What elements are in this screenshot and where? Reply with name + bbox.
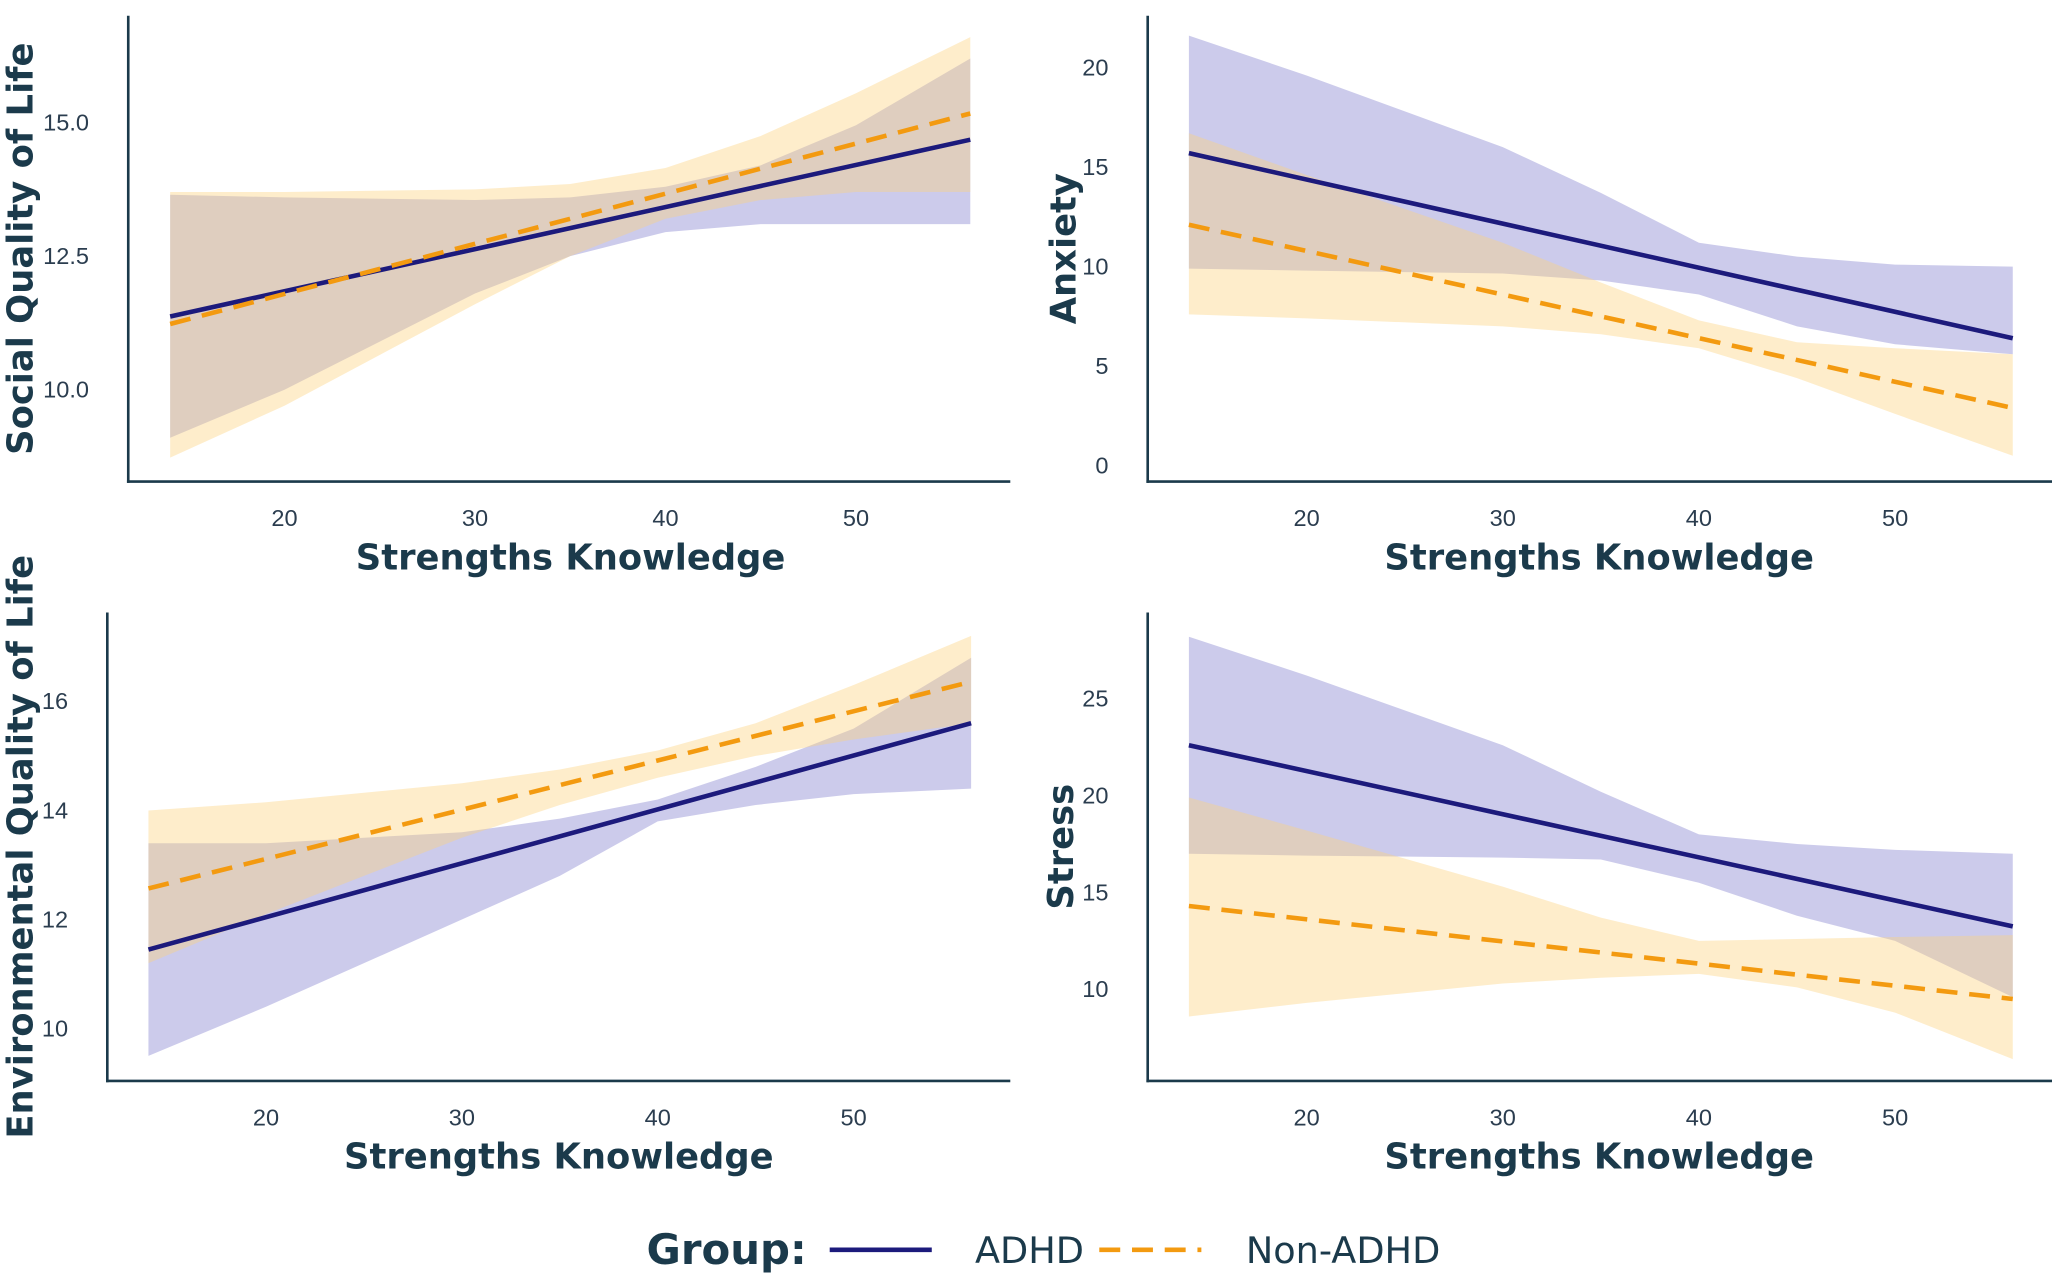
- panel-2: 20 30 40 50 0 5 10 15 20 Strengths Knowledge Anxie…: [1044, 15, 2052, 578]
- confidence-band-non-adhd: [1188, 797, 2013, 1060]
- fit-line-non-adhd: [1188, 222, 2014, 411]
- x-tick-label: 40: [645, 1104, 671, 1130]
- x-tick-label: 30: [449, 1104, 475, 1130]
- x-tick-label: 50: [1882, 505, 1908, 531]
- confidence-band-non-adhd: [170, 37, 971, 458]
- y-tick-label: 12: [42, 906, 68, 932]
- x-tick-label: 30: [1490, 1104, 1516, 1130]
- x-tick-label: 40: [1686, 505, 1712, 531]
- confidence-band-adhd: [1188, 636, 2013, 998]
- y-tick-label: 12.5: [43, 243, 89, 269]
- confidence-band-adhd: [1188, 35, 2013, 355]
- x-tick-label: 20: [1293, 505, 1319, 531]
- x-axis-label: Strengths Knowledge: [1384, 1137, 1814, 1178]
- x-tick-label: 30: [1490, 505, 1516, 531]
- x-tick-label: 40: [652, 505, 678, 531]
- y-tick-label: 20: [1082, 54, 1108, 80]
- x-axis-label: Strengths Knowledge: [344, 1137, 774, 1178]
- y-axis-label: Stress: [1041, 784, 1082, 910]
- y-tick-label: 10: [1082, 253, 1108, 279]
- y-tick-label: 10: [1082, 976, 1108, 1002]
- y-tick-label: 5: [1095, 353, 1108, 379]
- legend-label-adhd: ADHD: [975, 1229, 1084, 1272]
- y-tick-label: 15.0: [43, 109, 89, 135]
- fit-line-non-adhd: [1188, 903, 2014, 1002]
- panel-3: 20 30 40 50 10 12 14 16 Strengths Knowledge Envir…: [1, 555, 1011, 1178]
- x-tick-label: 50: [840, 1104, 866, 1130]
- x-tick-label: 30: [462, 505, 488, 531]
- confidence-band-non-adhd: [148, 635, 972, 964]
- y-tick-label: 0: [1095, 453, 1108, 479]
- x-tick-label: 50: [1882, 1104, 1908, 1130]
- confidence-band-adhd: [170, 58, 971, 438]
- confidence-band-adhd: [148, 657, 972, 1056]
- x-tick-label: 40: [1686, 1104, 1712, 1130]
- x-tick-label: 50: [843, 505, 869, 531]
- fit-line-non-adhd: [169, 111, 971, 327]
- fit-line-adhd: [147, 720, 972, 952]
- y-tick-label: 10.0: [43, 377, 89, 403]
- y-tick-label: 14: [42, 797, 68, 823]
- y-axis-label: Social Quality of Life: [1, 42, 42, 454]
- y-tick-label: 15: [1082, 879, 1108, 905]
- x-tick-label: 20: [271, 505, 297, 531]
- panel-1: 20 30 40 50 10.0 12.5 15.0 Strengths Knowledge S…: [1, 15, 1011, 578]
- y-tick-label: 15: [1082, 154, 1108, 180]
- x-tick-label: 20: [253, 1104, 279, 1130]
- y-tick-label: 16: [42, 688, 68, 714]
- y-tick-label: 25: [1082, 686, 1108, 712]
- x-axis-label: Strengths Knowledge: [1384, 537, 1814, 578]
- x-tick-label: 20: [1293, 1104, 1319, 1130]
- y-tick-label: 10: [42, 1015, 68, 1041]
- legend-label-non-adhd: Non-ADHD: [1246, 1229, 1440, 1272]
- legend: Group: ADHD Non-ADHD: [646, 1225, 1440, 1274]
- confidence-band-non-adhd: [1188, 133, 2013, 456]
- fit-line-adhd: [1188, 150, 2014, 341]
- panel-4: 20 30 40 50 10 15 20 25 Strengths Knowledge Stres…: [1041, 612, 2052, 1178]
- fit-line-non-adhd: [147, 679, 972, 891]
- y-axis-label: Anxiety: [1044, 173, 1085, 324]
- y-tick-label: 20: [1082, 782, 1108, 808]
- x-axis-label: Strengths Knowledge: [356, 537, 786, 578]
- fit-line-adhd: [1188, 742, 2014, 929]
- y-axis-label: Environmental Quality of Life: [1, 555, 42, 1139]
- legend-title: Group:: [646, 1225, 806, 1274]
